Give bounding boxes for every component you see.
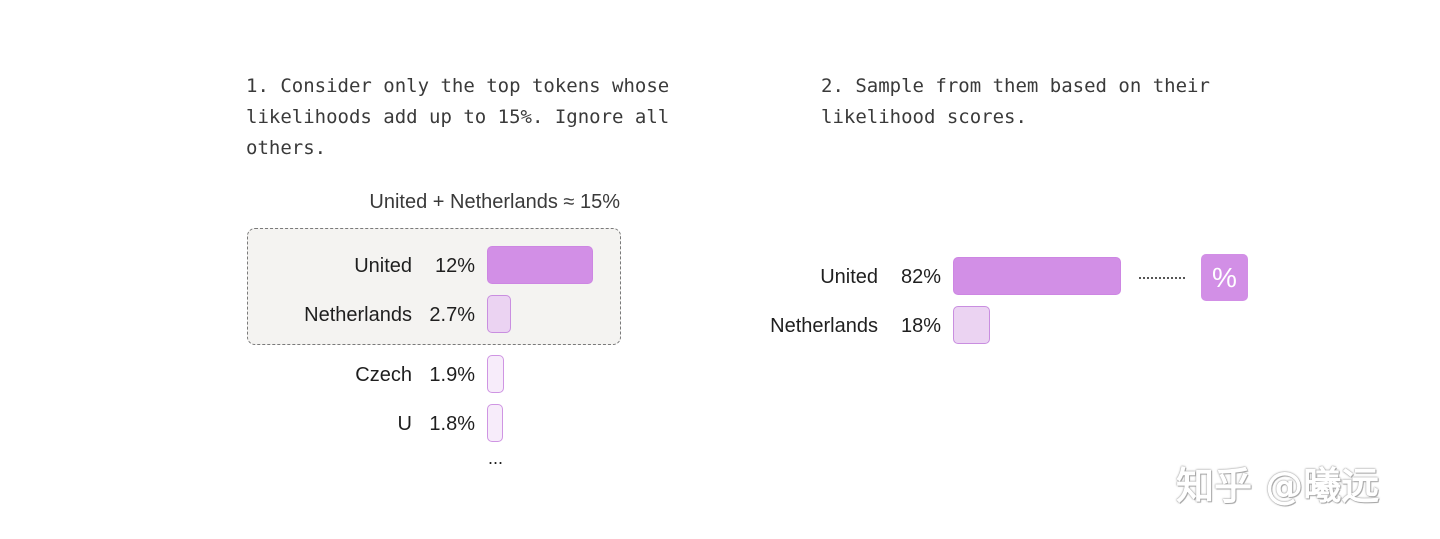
watermark: 知乎 @曦远 [1176,464,1380,508]
token-percent: 18% [900,315,941,337]
token-label: United [820,266,878,288]
token-label: Netherlands [304,304,412,326]
sampled-token: % [1201,254,1248,301]
token-probability-bar [487,355,504,393]
cumulative-probability-caption: United + Netherlands ≈ 15% [369,191,620,213]
more-tokens-ellipsis: ... [488,448,504,468]
token-probability-bar [487,404,503,442]
token-percent: 1.9% [429,364,475,386]
dotted-connector [1139,277,1185,279]
token-label: United [354,255,412,277]
token-percent: 2.7% [429,304,475,326]
token-percent: 82% [900,266,941,288]
step-2-text: 2. Sample from them based on their likel… [821,75,1210,128]
token-probability-bar [487,295,511,333]
token-probability-bar [487,246,593,284]
token-percent: 1.8% [429,413,475,435]
token-probability-bar [953,257,1121,295]
token-label: Czech [355,364,412,386]
token-label: Netherlands [770,315,878,337]
token-percent: 12% [434,255,475,277]
token-probability-bar [953,306,990,344]
step-1-text: 1. Consider only the top tokens whose li… [246,75,670,159]
token-label: U [397,413,412,435]
